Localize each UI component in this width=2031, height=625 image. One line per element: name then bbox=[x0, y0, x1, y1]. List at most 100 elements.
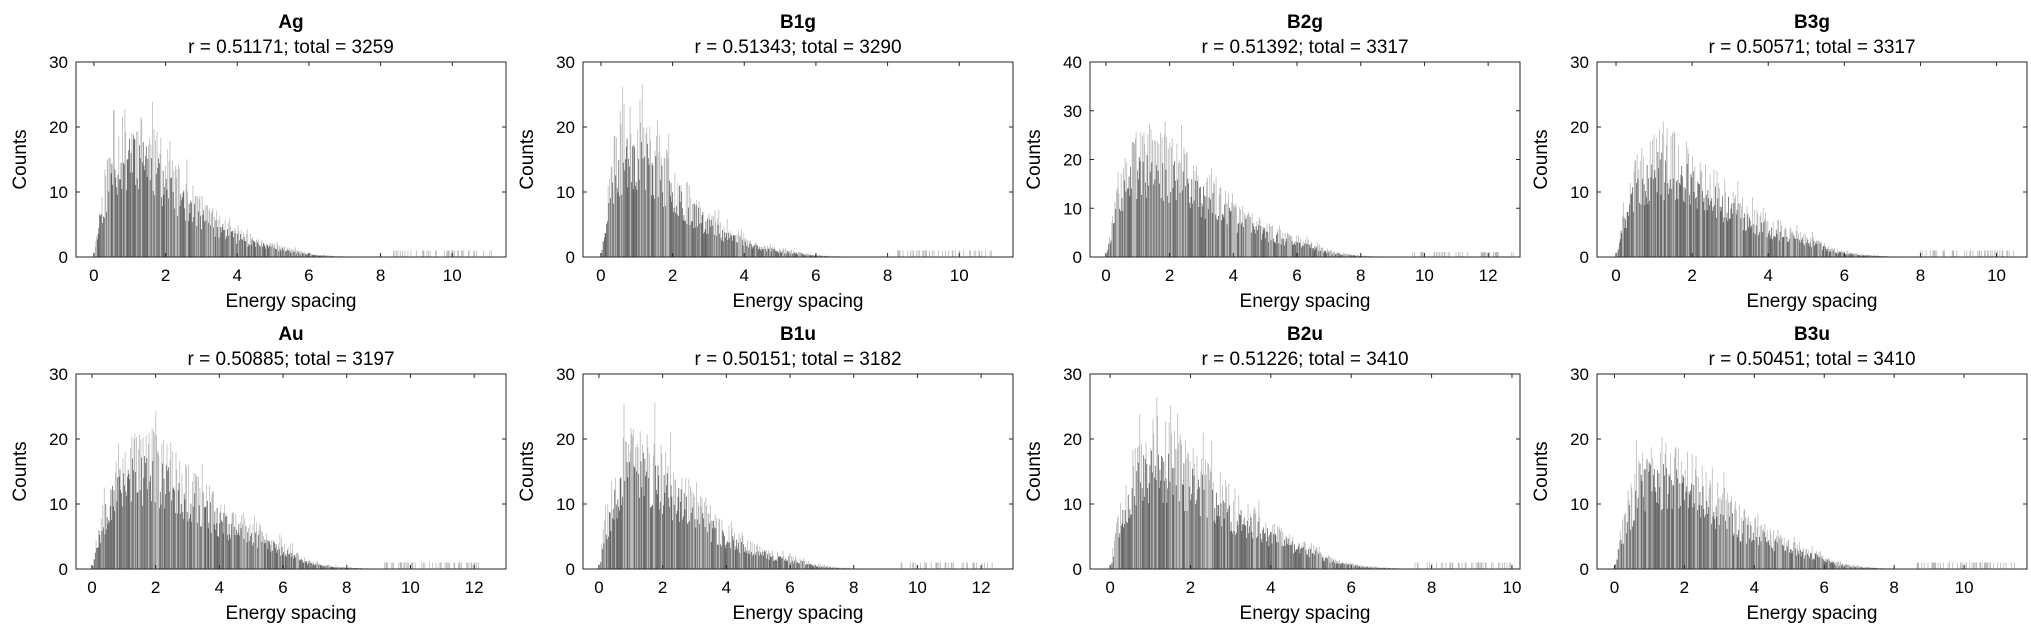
histogram-bar bbox=[1224, 502, 1226, 569]
histogram-bar bbox=[1619, 530, 1621, 569]
histogram-bar bbox=[1837, 562, 1838, 569]
histogram-bar bbox=[702, 212, 704, 257]
histogram-bar bbox=[936, 562, 937, 569]
histogram-bar bbox=[1150, 129, 1152, 257]
histogram-bar bbox=[1338, 559, 1340, 569]
histogram-bar bbox=[451, 250, 452, 257]
histogram-bar bbox=[1864, 255, 1866, 257]
histogram-bar bbox=[1161, 457, 1163, 569]
histogram-bar bbox=[1707, 190, 1709, 257]
histogram-bar bbox=[150, 501, 152, 569]
histogram-bar bbox=[288, 250, 289, 257]
histogram-bar bbox=[629, 462, 630, 569]
histogram-bar bbox=[1841, 564, 1843, 569]
histogram-bar bbox=[214, 511, 216, 569]
histogram-bar bbox=[654, 150, 656, 257]
histogram-bar bbox=[919, 562, 921, 569]
histogram-bar bbox=[130, 152, 132, 257]
histogram-bar bbox=[981, 562, 983, 569]
histogram-bar bbox=[1858, 565, 1859, 569]
histogram-bar bbox=[1943, 562, 1944, 569]
histogram-bar bbox=[171, 177, 172, 257]
histogram-bar bbox=[1689, 194, 1690, 257]
histogram-bar bbox=[1176, 143, 1178, 257]
histogram-bar bbox=[1314, 550, 1316, 569]
histogram-bar bbox=[1247, 215, 1248, 257]
histogram-bar bbox=[181, 474, 183, 569]
histogram-bar bbox=[169, 460, 171, 569]
histogram-bar bbox=[765, 549, 767, 569]
histogram-bar bbox=[625, 146, 627, 257]
histogram-bar bbox=[315, 255, 317, 257]
histogram-bar bbox=[212, 207, 214, 257]
histogram-bar bbox=[1696, 476, 1698, 569]
x-axis-label: Energy spacing bbox=[733, 291, 864, 312]
histogram-bar bbox=[1796, 555, 1797, 569]
histogram-bar bbox=[1484, 562, 1486, 569]
histogram-bar bbox=[1800, 549, 1801, 569]
histogram-bar bbox=[1626, 522, 1628, 569]
histogram-bar bbox=[632, 146, 633, 257]
histogram-bar bbox=[266, 244, 268, 257]
histogram-bar bbox=[1631, 193, 1633, 257]
histogram-bar bbox=[820, 565, 822, 569]
histogram-bar bbox=[1777, 529, 1779, 569]
histogram-bar bbox=[784, 558, 786, 569]
histogram-bar bbox=[1120, 503, 1121, 569]
histogram-bar bbox=[1639, 160, 1641, 257]
histogram-bar bbox=[695, 527, 697, 569]
panel-subtitle: r = 0.50451; total = 3410 bbox=[1708, 349, 1915, 370]
histogram-bar bbox=[751, 244, 752, 257]
histogram-bar bbox=[1777, 220, 1779, 257]
histogram-bar bbox=[1391, 567, 1393, 569]
histogram-bar bbox=[1860, 255, 1862, 257]
histogram-bar bbox=[826, 566, 828, 569]
histogram-bar bbox=[1713, 169, 1715, 257]
histogram-bar bbox=[1670, 135, 1672, 257]
histogram-bar bbox=[1766, 237, 1768, 257]
histogram-bar bbox=[1674, 457, 1675, 569]
histogram-bar bbox=[975, 250, 977, 257]
histogram-bar bbox=[1112, 215, 1113, 257]
histogram-bar bbox=[679, 521, 680, 569]
histogram-bar bbox=[1229, 531, 1231, 569]
histogram-bar bbox=[1846, 254, 1848, 257]
histogram-bar bbox=[287, 546, 289, 569]
histogram-bar bbox=[925, 562, 927, 569]
histogram-bar bbox=[917, 250, 919, 257]
histogram-bar bbox=[692, 203, 694, 257]
histogram-bar bbox=[1841, 251, 1843, 257]
histogram-bar bbox=[253, 241, 255, 257]
histogram-bar bbox=[149, 481, 151, 569]
histogram-bar bbox=[1728, 502, 1729, 569]
histogram-bar bbox=[974, 562, 975, 569]
histogram-bar bbox=[1687, 451, 1688, 569]
histogram-bar bbox=[410, 250, 412, 257]
histogram-bar bbox=[1653, 475, 1654, 569]
histogram-bar bbox=[1194, 171, 1196, 257]
histogram-bar bbox=[1873, 254, 1875, 257]
histogram-bar bbox=[1325, 557, 1327, 569]
histogram-bar bbox=[748, 550, 750, 569]
histogram-bar bbox=[1459, 252, 1461, 258]
histogram-bar bbox=[670, 485, 672, 569]
histogram-bar bbox=[311, 253, 312, 257]
histogram-bar bbox=[1854, 253, 1855, 257]
histogram-bar bbox=[307, 564, 308, 569]
histogram-bar bbox=[791, 556, 792, 569]
histogram-bar bbox=[1643, 496, 1644, 569]
histogram-bar bbox=[241, 515, 243, 569]
histogram-bar bbox=[657, 197, 659, 257]
histogram-bar bbox=[183, 190, 185, 257]
x-tick-label: 6 bbox=[304, 266, 313, 285]
histogram-bar bbox=[821, 566, 823, 569]
histogram-bar bbox=[1825, 246, 1826, 257]
histogram-bar bbox=[307, 254, 309, 257]
histogram-bar bbox=[832, 567, 833, 569]
histogram-bar bbox=[644, 458, 646, 569]
histogram-bar bbox=[304, 561, 306, 569]
histogram-bar bbox=[233, 526, 235, 569]
histogram-bar bbox=[1820, 555, 1822, 569]
histogram-bar bbox=[1352, 563, 1354, 569]
histogram-bar bbox=[710, 505, 711, 569]
